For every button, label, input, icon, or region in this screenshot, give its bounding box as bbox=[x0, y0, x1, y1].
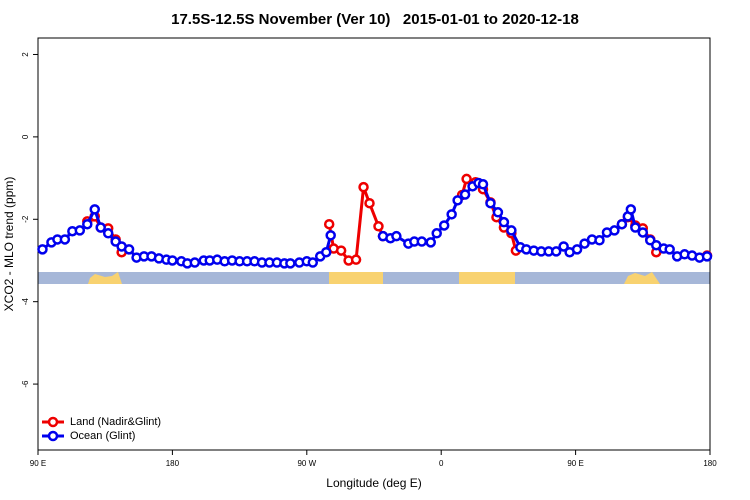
chart-title: 17.5S-12.5S November (Ver 10) 2015-01-01… bbox=[171, 11, 579, 28]
data-point bbox=[459, 189, 471, 200]
data-point bbox=[637, 227, 649, 238]
data-point bbox=[625, 204, 637, 215]
data-point bbox=[431, 228, 442, 239]
data-point bbox=[307, 257, 319, 268]
y-tick-label: -4 bbox=[21, 298, 30, 306]
legend-marker bbox=[47, 430, 59, 442]
y-tick-label: -2 bbox=[21, 215, 30, 223]
legend: Land (Nadir&Glint) Ocean (Glint) bbox=[42, 416, 161, 442]
data-point bbox=[630, 222, 641, 233]
x-tick-label: 180 bbox=[703, 459, 717, 468]
data-point bbox=[506, 225, 517, 236]
data-point bbox=[167, 255, 178, 266]
data-point bbox=[452, 195, 463, 206]
x-tick-label: 0 bbox=[439, 459, 444, 468]
legend-label: Land (Nadir&Glint) bbox=[70, 416, 161, 428]
data-point bbox=[189, 257, 201, 268]
x-tick-label: 90 E bbox=[30, 459, 46, 468]
data-point bbox=[558, 241, 569, 252]
x-axis-label: Longitude (deg E) bbox=[326, 476, 421, 490]
data-point bbox=[373, 221, 384, 232]
data-point bbox=[609, 225, 620, 236]
legend-marker bbox=[47, 416, 59, 428]
data-point bbox=[438, 220, 450, 231]
series-line bbox=[87, 179, 707, 261]
data-point bbox=[579, 238, 590, 249]
plot-frame bbox=[37, 37, 711, 451]
x-tick-label: 180 bbox=[166, 459, 180, 468]
data-point bbox=[123, 244, 135, 255]
data-point bbox=[95, 222, 106, 233]
data-point bbox=[492, 207, 504, 218]
legend-label: Ocean (Glint) bbox=[70, 430, 135, 442]
data-point bbox=[325, 230, 336, 241]
data-point bbox=[616, 218, 628, 230]
data-point bbox=[323, 218, 335, 230]
y-tick-label: 0 bbox=[21, 134, 30, 139]
data-point bbox=[391, 230, 402, 242]
data-point bbox=[82, 218, 93, 230]
data-point bbox=[664, 244, 675, 255]
data-point bbox=[59, 234, 71, 245]
data-point bbox=[498, 216, 510, 228]
data-point bbox=[74, 225, 86, 236]
data-point bbox=[285, 258, 296, 269]
data-point bbox=[320, 246, 332, 258]
data-point bbox=[571, 244, 583, 255]
data-point bbox=[350, 254, 362, 265]
x-tick-label: 90 E bbox=[567, 459, 583, 468]
data-point bbox=[485, 197, 496, 209]
data-point bbox=[461, 173, 472, 185]
data-point bbox=[550, 246, 562, 257]
data-point bbox=[425, 237, 436, 248]
data-point bbox=[358, 181, 369, 193]
data-point bbox=[102, 228, 114, 239]
y-tick-label: 2 bbox=[21, 52, 30, 57]
data-point bbox=[701, 251, 713, 262]
data-point bbox=[37, 244, 48, 255]
data-point bbox=[335, 245, 347, 256]
data-point bbox=[89, 204, 100, 215]
data-point bbox=[416, 236, 428, 247]
data-point bbox=[446, 209, 457, 220]
data-point bbox=[477, 179, 489, 190]
y-tick-label: -6 bbox=[21, 380, 30, 388]
x-tick-label: 90 W bbox=[297, 459, 316, 468]
data-point bbox=[364, 197, 375, 209]
land-mask-strip bbox=[38, 272, 710, 284]
y-axis-label: XCO2 - MLO trend (ppm) bbox=[2, 177, 16, 312]
data-point bbox=[594, 235, 605, 246]
